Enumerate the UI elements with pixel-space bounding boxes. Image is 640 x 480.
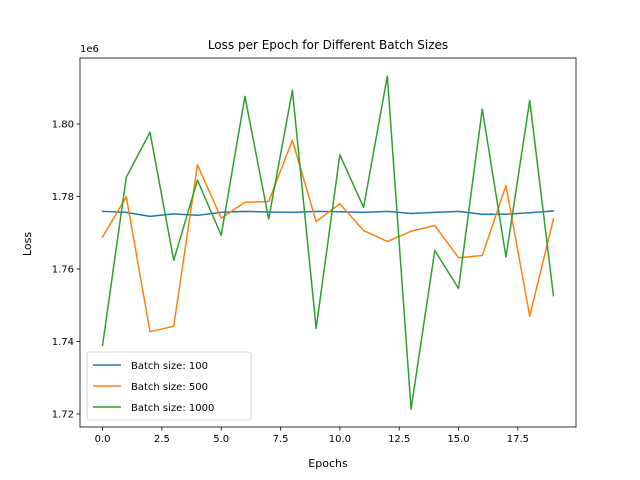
series-line-1 [101,210,555,218]
y-tick-label: 1.78 [52,192,74,203]
x-tick-label: 15.0 [447,434,469,445]
chart-title: Loss per Epoch for Different Batch Sizes [208,38,448,52]
legend-box [86,351,252,421]
y-tick-label: 1.76 [52,264,74,275]
plot-area: 0.0 2.5 5.0 7.5 10.0 12.5 15.0 17.5 1.72 1.74 1.76… [52,57,577,445]
legend-label: Batch size: 1000 [131,403,214,414]
x-tick-label: 12.5 [388,434,410,445]
x-tick-label: 10.0 [329,434,351,445]
legend-label: Batch size: 500 [131,382,208,393]
series-line-2 [101,139,555,333]
y-scale-label: 1e6 [80,44,99,55]
y-tick-label: 1.80 [52,119,74,130]
x-tick-label: 0.0 [95,434,111,445]
legend-label: Batch size: 100 [131,361,208,372]
y-axis-label: Loss [21,232,34,256]
y-tick-label: 1.72 [52,409,74,420]
x-tick-label: 5.0 [213,434,229,445]
x-tick-label: 7.5 [273,434,289,445]
y-tick-label: 1.74 [52,337,74,348]
series-line-3 [101,75,555,410]
x-tick-label: 2.5 [154,434,170,445]
legend: Batch size: 100 Batch size: 500 Batch size… [86,351,252,421]
x-tick-label: 17.5 [507,434,529,445]
x-axis-label: Epochs [308,457,348,470]
axes-frame [79,57,577,428]
